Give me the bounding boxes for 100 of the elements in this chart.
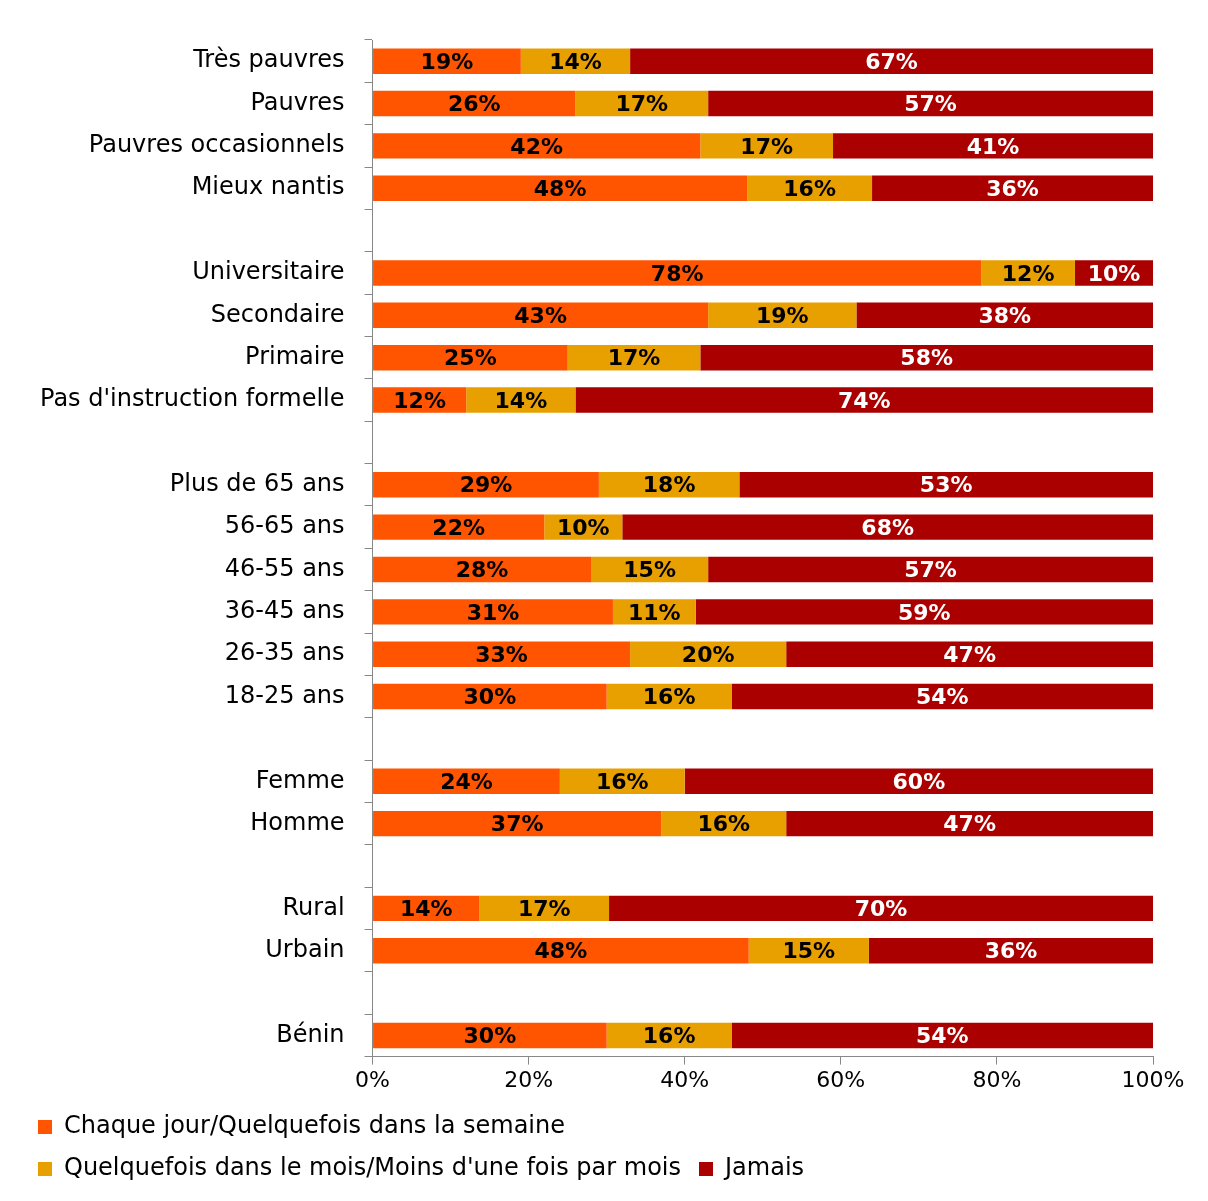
- data-label: 15%: [623, 557, 676, 583]
- data-label: 16%: [642, 1023, 696, 1049]
- data-label: 15%: [782, 938, 836, 964]
- bar: [373, 48, 521, 74]
- data-label: 47%: [943, 811, 996, 837]
- data-label: 54%: [915, 1023, 969, 1049]
- bar: [700, 344, 1153, 371]
- data-label: 29%: [459, 472, 513, 498]
- bar: [373, 175, 748, 201]
- data-label: 14%: [399, 896, 453, 922]
- data-label: 17%: [607, 345, 661, 371]
- bar: [373, 938, 749, 964]
- bar: [856, 302, 1153, 329]
- bar: [373, 599, 613, 625]
- bar: [373, 514, 545, 540]
- y-tick-label: 36-45 ans: [224, 596, 345, 625]
- data-label: 11%: [627, 599, 681, 625]
- y-tick-label: Plus de 65 ans: [169, 469, 345, 497]
- bar: [630, 48, 1153, 74]
- data-label: 31%: [466, 599, 520, 625]
- data-label: 19%: [420, 48, 474, 74]
- bar: [373, 1022, 607, 1049]
- data-label: 17%: [615, 91, 669, 117]
- data-label: 70%: [854, 896, 908, 922]
- data-label: 14%: [494, 387, 548, 413]
- y-tick-label: Femme: [255, 765, 345, 794]
- x-tick-label: 20%: [504, 1066, 554, 1092]
- data-label: 57%: [904, 91, 957, 117]
- bar: [868, 938, 1153, 964]
- x-tick-label: 80%: [972, 1066, 1022, 1092]
- data-label: 53%: [919, 472, 973, 498]
- data-label: 59%: [897, 599, 951, 625]
- y-tick-label: 56-65 ans: [224, 511, 345, 540]
- y-tick-label: Universitaire: [192, 257, 345, 286]
- data-label: 38%: [978, 303, 1032, 329]
- y-tick-label: Primaire: [245, 341, 345, 370]
- data-label: 60%: [892, 768, 946, 794]
- data-label: 28%: [455, 557, 509, 583]
- bar: [731, 1022, 1153, 1049]
- bar: [833, 133, 1153, 159]
- data-label: 58%: [900, 345, 954, 371]
- bar: [373, 472, 599, 498]
- data-label: 33%: [475, 641, 528, 667]
- x-tick-label: 40%: [660, 1066, 710, 1092]
- data-label: 54%: [915, 684, 969, 710]
- data-label: 12%: [393, 387, 446, 413]
- bar: [373, 302, 709, 329]
- bar: [373, 133, 701, 159]
- x-tick-label: 0%: [355, 1066, 391, 1092]
- legend-label: Quelquefois dans le mois/Moins d'une fois par mois: [64, 1153, 682, 1182]
- bar: [630, 641, 787, 667]
- bar: [708, 556, 1153, 583]
- data-label: 36%: [984, 938, 1038, 964]
- data-label: 16%: [642, 684, 696, 710]
- data-label: 67%: [865, 48, 918, 74]
- data-label: 25%: [444, 345, 497, 371]
- data-label: 10%: [1087, 260, 1141, 286]
- data-label: 12%: [1001, 260, 1055, 286]
- bar: [373, 641, 631, 667]
- data-label: 78%: [650, 260, 704, 286]
- bar: [786, 810, 1153, 837]
- bar: [739, 472, 1153, 498]
- data-label: 48%: [534, 938, 588, 964]
- y-tick-label: 26-35 ans: [224, 638, 345, 667]
- data-label: 37%: [490, 811, 544, 837]
- bar: [872, 175, 1153, 201]
- data-label: 26%: [447, 91, 501, 117]
- y-tick-label: Pas d'instruction formelle: [40, 384, 345, 413]
- data-label: 22%: [432, 514, 485, 540]
- y-tick-label: Pauvres: [250, 87, 345, 116]
- y-tick-label: Mieux nantis: [191, 172, 345, 201]
- bar: [373, 683, 607, 710]
- data-label: 19%: [755, 303, 809, 329]
- bar: [786, 641, 1153, 667]
- y-tick-label: Pauvres occasionnels: [88, 130, 345, 159]
- bar: [373, 810, 662, 837]
- bar: [731, 683, 1153, 710]
- data-label: 16%: [697, 811, 751, 837]
- data-label: 48%: [533, 175, 587, 201]
- data-label: 30%: [463, 684, 517, 710]
- data-label: 10%: [556, 514, 610, 540]
- data-label: 17%: [740, 133, 794, 159]
- data-label: 68%: [861, 514, 914, 540]
- legend-label: Chaque jour/Quelquefois dans la semaine: [64, 1111, 565, 1140]
- x-tick-label: 100%: [1121, 1066, 1185, 1092]
- data-label: 42%: [510, 133, 564, 159]
- legend-label: Jamais: [723, 1153, 805, 1182]
- bar: [575, 387, 1153, 413]
- data-label: 43%: [514, 303, 567, 329]
- y-tick-label: Urbain: [265, 934, 345, 963]
- data-label: 18%: [642, 472, 696, 498]
- y-tick-label: Rural: [282, 892, 345, 921]
- bar: [622, 514, 1153, 540]
- data-label: 17%: [517, 896, 571, 922]
- data-label: 47%: [943, 641, 996, 667]
- data-label: 41%: [966, 133, 1020, 159]
- bar: [695, 599, 1153, 625]
- y-tick-label: Homme: [250, 807, 345, 836]
- x-tick-label: 60%: [816, 1066, 866, 1092]
- data-label: 14%: [549, 48, 602, 74]
